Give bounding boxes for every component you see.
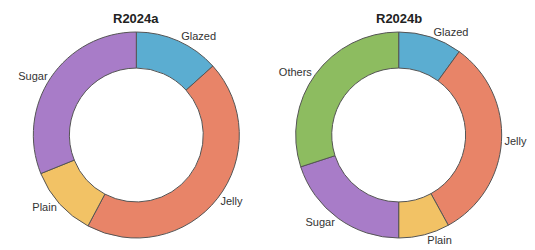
svg-text:Sugar: Sugar	[18, 70, 48, 82]
svg-text:Plain: Plain	[427, 234, 451, 246]
svg-text:Glazed: Glazed	[434, 26, 469, 38]
svg-text:Glazed: Glazed	[181, 30, 216, 42]
svg-text:Jelly: Jelly	[220, 195, 243, 207]
svg-text:Sugar: Sugar	[305, 216, 335, 228]
svg-text:Jelly: Jelly	[504, 135, 527, 147]
svg-text:R2024a: R2024a	[113, 11, 159, 26]
svg-text:Plain: Plain	[32, 201, 56, 213]
svg-text:R2024b: R2024b	[376, 11, 422, 26]
svg-text:Others: Others	[279, 66, 313, 78]
